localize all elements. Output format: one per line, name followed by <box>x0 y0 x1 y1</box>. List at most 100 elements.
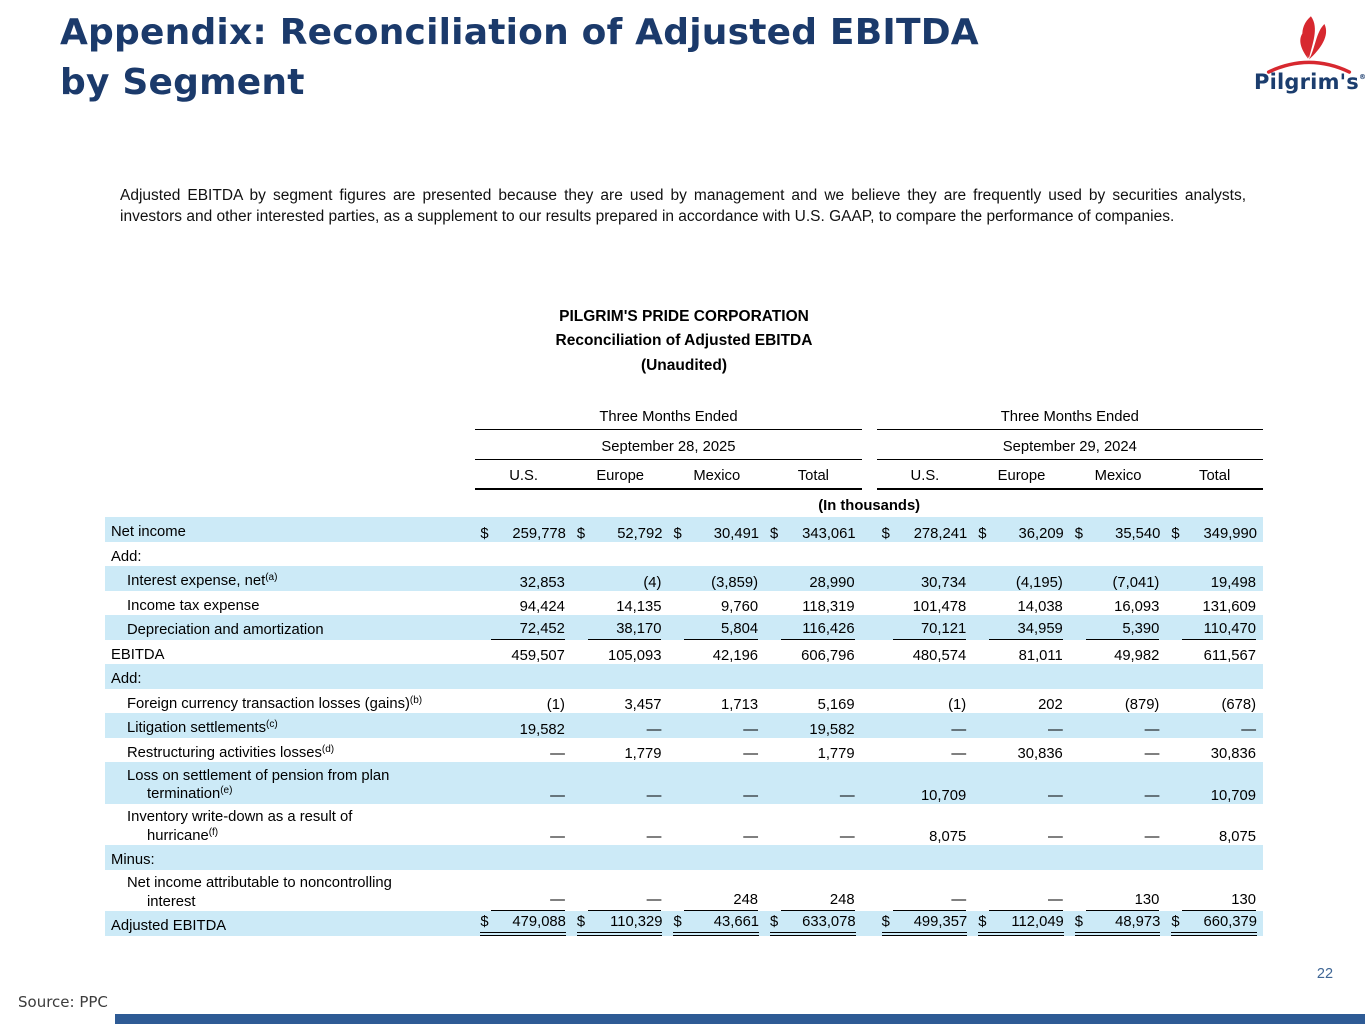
value-text: 110,329 <box>610 913 663 930</box>
value-text: 48,973 <box>1115 913 1161 930</box>
group-spacer <box>862 870 877 912</box>
cell-value: — <box>839 787 855 804</box>
period-header-2025: Three Months Ended <box>475 399 862 430</box>
units-note: (In thousands) <box>818 498 921 514</box>
cell-value: — <box>1144 721 1160 738</box>
dollar-sign: $ <box>770 525 779 542</box>
cell-value: 1,779 <box>624 746 662 762</box>
cell-value: 42,196 <box>712 648 759 664</box>
group-spacer <box>862 738 877 763</box>
cell-value: — <box>743 746 759 762</box>
page-title-line2: by Segment <box>60 61 305 103</box>
cell-value: 248 <box>668 870 765 911</box>
value-text: 43,661 <box>713 913 760 930</box>
col-header-total-2025: Total <box>765 459 862 490</box>
cell-value: $660,379 <box>1166 911 1263 936</box>
intro-paragraph: Adjusted EBITDA by segment figures are p… <box>120 187 1246 225</box>
table-row: Add: <box>105 664 1263 689</box>
cell-value: 10,709 <box>1210 787 1256 804</box>
cell-value: 72,452 <box>475 615 572 640</box>
cell-value: 3,457 <box>624 697 662 713</box>
row-label-text: Depreciation and amortization <box>127 622 324 639</box>
col-header-mexico-2024: Mexico <box>1069 459 1167 490</box>
group-spacer <box>862 713 877 738</box>
table-title-subject: Reconciliation of Adjusted EBITDA <box>555 332 813 350</box>
table-row: Depreciation and amortization 72,452 38,17… <box>105 615 1263 640</box>
footnote-marker: (e) <box>220 785 233 797</box>
cell-value: $48,973 <box>1070 911 1167 936</box>
date-header-row: September 28, 2025 September 29, 2024 <box>105 429 1263 460</box>
cell-value: — <box>550 829 565 845</box>
cell-value: — <box>1144 746 1160 762</box>
cell-value: $499,357 <box>877 911 974 936</box>
dollar-sign: $ <box>881 913 890 930</box>
cell-value: — <box>1047 721 1063 738</box>
cell-value: 459,507 <box>511 648 565 664</box>
date-header-2024: September 29, 2024 <box>876 429 1263 460</box>
cell-value: — <box>646 787 662 804</box>
cell-value: 14,038 <box>1017 599 1063 615</box>
table-title-unaudited: (Unaudited) <box>640 356 728 374</box>
table-title-company: PILGRIM'S PRIDE CORPORATION <box>559 308 809 325</box>
row-label-text: Add: <box>111 671 142 688</box>
row-label-text: Restructuring activities losses <box>127 744 322 761</box>
registered-mark: ® <box>1359 73 1365 81</box>
value-text: 259,778 <box>512 525 566 542</box>
cell-value: — <box>1144 787 1160 804</box>
row-label-text: EBITDA <box>111 646 165 663</box>
cell-value: 38,170 <box>572 615 669 640</box>
row-label-text: Income tax expense <box>127 597 260 614</box>
cell-value: 32,853 <box>519 574 565 591</box>
row-label: Net income attributable to noncontrollin… <box>105 870 475 912</box>
table-row: Loss on settlement of pension from plan t… <box>105 762 1263 804</box>
cell-value: — <box>973 870 1070 911</box>
table-row: Net income attributable to noncontrollin… <box>105 870 1263 912</box>
dollar-sign: $ <box>673 525 682 542</box>
period-header-row: Three Months Ended Three Months Ended <box>105 399 1263 430</box>
table-row: Foreign currency transaction losses (gai… <box>105 689 1263 714</box>
cell-value: 611,567 <box>1203 648 1256 664</box>
cell-value: — <box>475 870 572 911</box>
date-header-2025: September 28, 2025 <box>475 429 862 460</box>
source-note: Source: PPC <box>18 993 108 1011</box>
cell-value: $112,049 <box>973 911 1070 936</box>
table-row: Restructuring activities losses(d) — 1,779… <box>105 738 1263 763</box>
footnote-marker: (c) <box>266 719 278 731</box>
row-label-text: Inventory write-down as a result of <box>127 809 353 826</box>
segment-header-row: U.S. Europe Mexico Total U.S. Europe Mex… <box>105 459 1263 490</box>
cell-value: 19,582 <box>809 721 855 738</box>
cell-value: 19,498 <box>1210 574 1256 591</box>
col-header-us-2025: U.S. <box>475 459 572 490</box>
row-label-text: Litigation settlements <box>127 720 267 737</box>
cell-value: 8,075 <box>1218 829 1256 845</box>
dollar-sign: $ <box>1074 525 1084 542</box>
cell-value: 94,424 <box>519 599 565 615</box>
cell-value: $52,792 <box>572 517 669 542</box>
cell-value: 606,796 <box>801 648 855 664</box>
table-row: Interest expense, net(a) 32,853 (4) (3,859)… <box>105 566 1263 591</box>
value-text: 112,049 <box>1011 913 1064 930</box>
row-label: Adjusted EBITDA <box>105 911 475 936</box>
cell-value: — <box>1144 829 1160 845</box>
footer-bar <box>115 1014 1365 1024</box>
dollar-sign: $ <box>673 913 682 930</box>
value-text: 499,357 <box>913 913 968 930</box>
cell-value: 105,093 <box>607 648 662 664</box>
cell-value: — <box>572 870 669 911</box>
cell-value: 81,011 <box>1018 648 1063 664</box>
row-label: Restructuring activities losses(d) <box>105 738 475 763</box>
table-body: Net income $259,778 $52,792 $30,491 $343,061… <box>105 517 1263 936</box>
cell-value: 5,390 <box>1070 615 1167 640</box>
cell-value: 14,135 <box>616 599 662 615</box>
cell-value: (4) <box>643 574 662 591</box>
row-label-line2: interest <box>147 893 196 910</box>
row-label-line2: termination(e) <box>147 785 233 803</box>
dollar-sign: $ <box>1074 913 1084 930</box>
row-label-text: Add: <box>111 548 142 565</box>
cell-value: 116,426 <box>765 615 862 640</box>
cell-value: 70,121 <box>877 615 974 640</box>
row-label: Foreign currency transaction losses (gai… <box>105 689 475 714</box>
dollar-sign: $ <box>576 525 586 542</box>
cell-value: $36,209 <box>973 517 1070 542</box>
footnote-marker: (a) <box>265 572 278 584</box>
